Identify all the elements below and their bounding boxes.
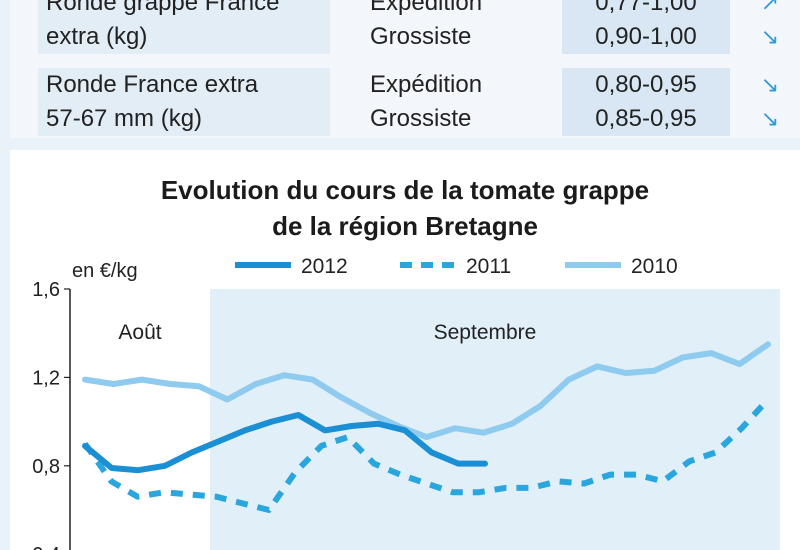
price-table: Ronde grappe France extra (kg) Expéditio… [10, 0, 800, 138]
y-unit-label: en €/kg [72, 260, 138, 282]
stage-label: Expédition [370, 71, 483, 98]
series-line-2011 [82, 397, 771, 513]
down-arrow-icon: ↘ [760, 24, 780, 49]
stage-label: Expédition [370, 0, 483, 16]
stage-cell: Expédition Grossiste [370, 0, 560, 54]
up-arrow-icon: ↗ [760, 0, 780, 15]
product-line: Ronde France extra [46, 71, 259, 98]
trend-cell: ↗ ↘ [750, 0, 790, 54]
month-label-septembre: Septembre [434, 321, 537, 344]
legend-label-2011: 2011 [466, 255, 511, 278]
stage-label: Grossiste [370, 105, 472, 132]
price-cell: 0,80-0,95 0,85-0,95 [562, 68, 730, 136]
price-value: 0,85-0,95 [595, 105, 697, 132]
series-line-2012 [82, 412, 488, 474]
month-label-aout: Août [118, 321, 161, 344]
price-cell: 0,77-1,00 0,90-1,00 [562, 0, 730, 54]
chart-title: Evolution du cours de la tomate grappe d… [10, 172, 800, 244]
chart-panel: Evolution du cours de la tomate grappe d… [10, 150, 800, 550]
trend-cell: ↘ ↘ [750, 68, 790, 136]
product-line: Ronde grappe France [46, 0, 280, 16]
product-name: Ronde grappe France extra (kg) [38, 0, 330, 54]
stage-cell: Expédition Grossiste [370, 68, 560, 136]
y-tick-label: 0,4 [32, 544, 60, 550]
chart-title-line: de la région Bretagne [272, 211, 538, 241]
down-arrow-icon: ↘ [760, 106, 780, 131]
down-arrow-icon: ↘ [760, 72, 780, 97]
chart-title-line: Evolution du cours de la tomate grappe [160, 175, 650, 205]
price-value: 0,80-0,95 [595, 71, 697, 98]
y-tick-label: 1,6 [32, 279, 60, 301]
price-value: 0,77-1,00 [595, 0, 697, 16]
product-line: extra (kg) [46, 23, 148, 50]
y-tick-label: 1,2 [32, 367, 60, 389]
product-line: 57-67 mm (kg) [46, 105, 203, 132]
stage-label: Grossiste [370, 23, 472, 50]
y-tick-label: 0,8 [32, 456, 60, 478]
legend-label-2010: 2010 [631, 255, 678, 278]
price-value: 0,90-1,00 [595, 23, 697, 50]
legend-label-2012: 2012 [301, 255, 348, 278]
line-chart: 1,6 1,2 0,8 0,4 en €/kg Août Septembre 2012 2011… [32, 255, 780, 550]
product-name: Ronde France extra 57-67 mm (kg) [38, 68, 330, 136]
